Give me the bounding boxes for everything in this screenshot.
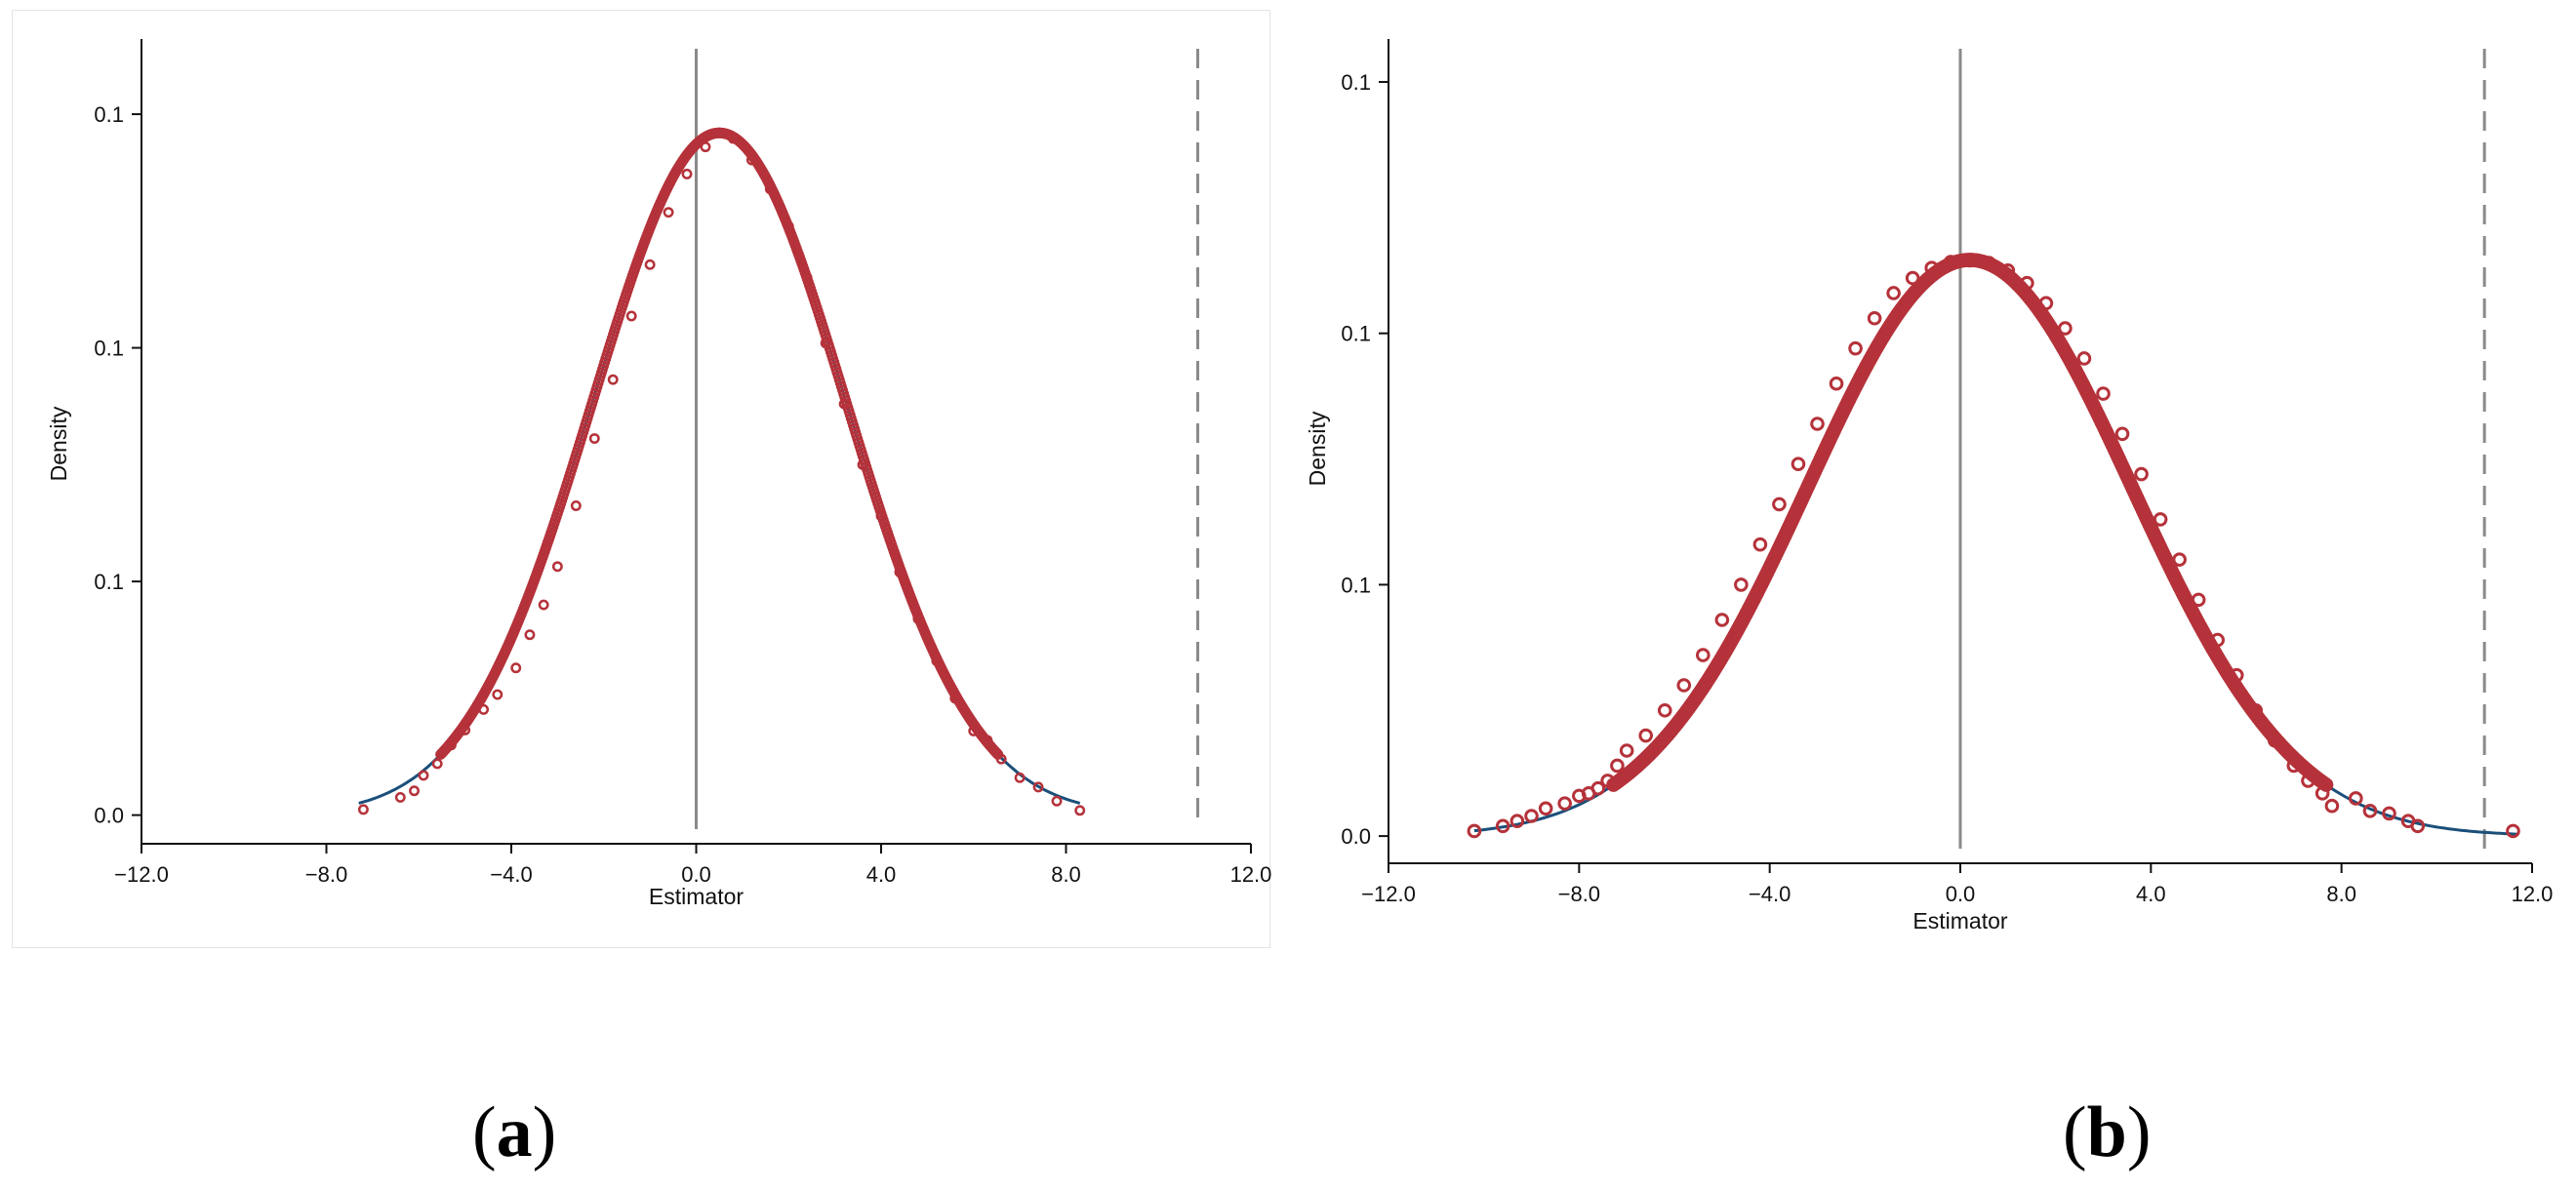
panel-b-data-point — [2506, 823, 2520, 839]
panel-b-y-tick-label: 0.0 — [1341, 824, 1371, 849]
panel-b-data-point — [2349, 791, 2363, 806]
panel-b-data-point — [1829, 376, 1844, 391]
panel-b-data-point — [1638, 728, 1654, 743]
panel-b-data-point — [2134, 466, 2149, 482]
panel-b-data-point — [1848, 340, 1863, 356]
panel-b-data-point — [1791, 457, 1806, 472]
panel-b-x-tick-label: 8.0 — [2326, 882, 2356, 906]
panel-b-data-point — [1905, 270, 1920, 286]
panel-b-points — [1467, 253, 2520, 839]
panel-b-data-point — [1610, 758, 1625, 774]
panel-b-data-point — [2382, 806, 2396, 821]
panel-b-data-point — [1867, 310, 1882, 326]
panel-a-data-point — [418, 770, 429, 781]
panel-b-y-tick-label: 0.1 — [1341, 70, 1371, 95]
panel-a-data-point — [394, 791, 406, 803]
panel-b-caption: (b) — [2063, 1093, 2152, 1172]
panel-b-data-point — [1696, 648, 1711, 662]
panel-b-data-point — [2096, 386, 2111, 401]
panel-b-data-point — [1495, 818, 1510, 834]
panel-a-data-point — [1014, 772, 1026, 783]
panel-a-data-point — [431, 758, 443, 770]
panel-a-data-point — [1074, 805, 1086, 816]
panel-b-data-point — [1524, 809, 1539, 823]
panel-a-x-tick-label: 4.0 — [866, 862, 897, 887]
panel-b-data-point — [1676, 678, 1692, 693]
panel-a-x-axis-title: Estimator — [649, 884, 744, 909]
panel-a-points — [357, 127, 1086, 816]
panel-a-data-point — [524, 629, 536, 641]
panel-a-y-tick-label: 0.0 — [94, 804, 124, 828]
panel-a-axes: −12.0 −8.0 −4.0 0.0 4.0 8.0 12.0 0.0 0.1 0.1 0.1 — [94, 39, 1271, 887]
panel-a-data-point — [409, 785, 420, 797]
panel-b-data-point — [2362, 804, 2378, 818]
panel-a-data-point — [357, 804, 369, 815]
panel-b-data-point — [1590, 780, 1606, 796]
panel-a-data-point — [663, 207, 674, 219]
panel-a-fitted-curve — [358, 131, 1081, 805]
panel-b-x-tick-label: −4.0 — [1749, 882, 1791, 906]
panel-a-data-point — [625, 310, 637, 322]
panel-b-data-point — [2076, 351, 2092, 366]
panel-a-data-point — [681, 168, 693, 179]
panel-a-data-point — [607, 374, 619, 385]
panel-a-x-tick-label: 0.0 — [681, 862, 711, 887]
panel-a-data-point — [1032, 781, 1044, 793]
panel-b-data-point — [1509, 814, 1525, 828]
panel-b-axes: −12.0 −8.0 −4.0 0.0 4.0 8.0 12.0 0.0 0.1 0.1 0.1 — [1341, 39, 2553, 906]
panel-a-x-tick-label: −8.0 — [305, 862, 347, 887]
panel-a-x-tick-label: 12.0 — [1230, 862, 1272, 887]
panel-b-x-axis-title: Estimator — [1912, 908, 2007, 934]
panel-a-frame — [12, 10, 1270, 948]
panel-b-y-axis-title: Density — [1305, 411, 1330, 486]
panel-b-data-point — [1886, 286, 1901, 300]
panel-a-data-point — [644, 258, 656, 270]
panel-a-x-tick-label: 8.0 — [1051, 862, 1081, 887]
chart-panel-a: −12.0 −8.0 −4.0 0.0 4.0 8.0 12.0 0.0 0.1 0.1 0.1 E… — [46, 39, 1271, 909]
panel-b-y-tick-label: 0.1 — [1341, 573, 1371, 597]
panel-b-data-point — [1772, 497, 1787, 512]
panel-a-y-tick-label: 0.1 — [94, 102, 124, 127]
panel-b-data-point — [1810, 417, 1825, 431]
panel-a-caption: (a) — [472, 1093, 557, 1172]
panel-a-data-point — [510, 662, 522, 674]
panel-b-y-tick-label: 0.1 — [1341, 322, 1371, 346]
panel-b-data-point — [2410, 818, 2426, 834]
panel-b-data-point — [2114, 426, 2130, 442]
panel-b-data-point — [1538, 801, 1553, 816]
panel-b-x-tick-label: −12.0 — [1361, 882, 1416, 906]
panel-b-data-point — [1734, 577, 1749, 592]
panel-a-reference-lines — [695, 49, 1200, 829]
panel-b-data-point — [1714, 613, 1730, 627]
panel-b-data-point — [1752, 536, 1768, 552]
panel-b-reference-lines — [1958, 49, 2486, 849]
panel-a-y-tick-label: 0.1 — [94, 570, 124, 594]
panel-a-data-point — [492, 689, 503, 700]
panel-a-y-axis-title: Density — [46, 406, 71, 481]
panel-b-x-tick-label: 12.0 — [2512, 882, 2554, 906]
panel-b-x-tick-label: −8.0 — [1558, 882, 1600, 906]
panel-a-data-point — [588, 433, 600, 444]
panel-a-data-point — [551, 561, 563, 573]
panel-b-data-point — [2318, 777, 2334, 792]
panel-a-caption-letter: a — [496, 1093, 533, 1172]
panel-a-x-tick-label: −12.0 — [114, 862, 169, 887]
panel-b-data-point — [1467, 823, 1482, 839]
panel-a-data-point — [538, 599, 549, 611]
panel-b-x-tick-label: 4.0 — [2136, 882, 2166, 906]
panel-b-x-tick-label: 0.0 — [1946, 882, 1976, 906]
panel-b-data-point — [1557, 796, 1572, 811]
panel-a-data-point — [1051, 795, 1063, 807]
panel-a-x-tick-label: −4.0 — [490, 862, 532, 887]
panel-b-data-point — [2324, 798, 2340, 814]
panel-a-y-tick-label: 0.1 — [94, 337, 124, 361]
panel-b-data-point — [1619, 743, 1634, 758]
panel-a-data-point — [570, 500, 582, 511]
panel-a-data-point — [992, 748, 1004, 760]
chart-panel-b: −12.0 −8.0 −4.0 0.0 4.0 8.0 12.0 0.0 0.1 0.1 0.1 E… — [1305, 39, 2553, 934]
panel-b-caption-letter: b — [2086, 1093, 2127, 1172]
panel-b-data-point — [1657, 702, 1672, 718]
